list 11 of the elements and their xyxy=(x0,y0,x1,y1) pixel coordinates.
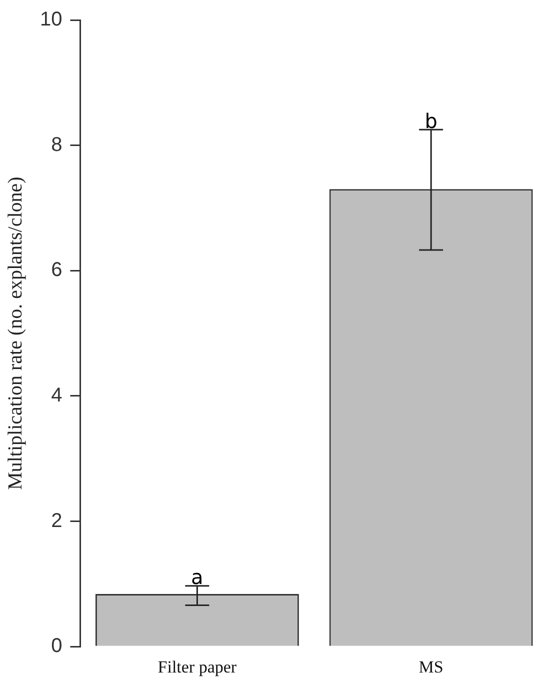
y-tick-label: 0 xyxy=(51,635,62,658)
x-tick-label: MS xyxy=(418,657,444,676)
annotation: a xyxy=(191,565,204,590)
y-tick-label: 8 xyxy=(51,134,62,156)
annotation: b xyxy=(424,108,438,133)
y-tick-label: 10 xyxy=(40,8,62,31)
y-tick-label: 6 xyxy=(51,259,62,282)
y-tick-label: 4 xyxy=(51,384,62,406)
x-tick-label: Filter paper xyxy=(158,657,237,676)
y-tick-label: 2 xyxy=(51,510,62,532)
y-axis-title: Multiplication rate (no. explants/clone) xyxy=(4,176,26,490)
